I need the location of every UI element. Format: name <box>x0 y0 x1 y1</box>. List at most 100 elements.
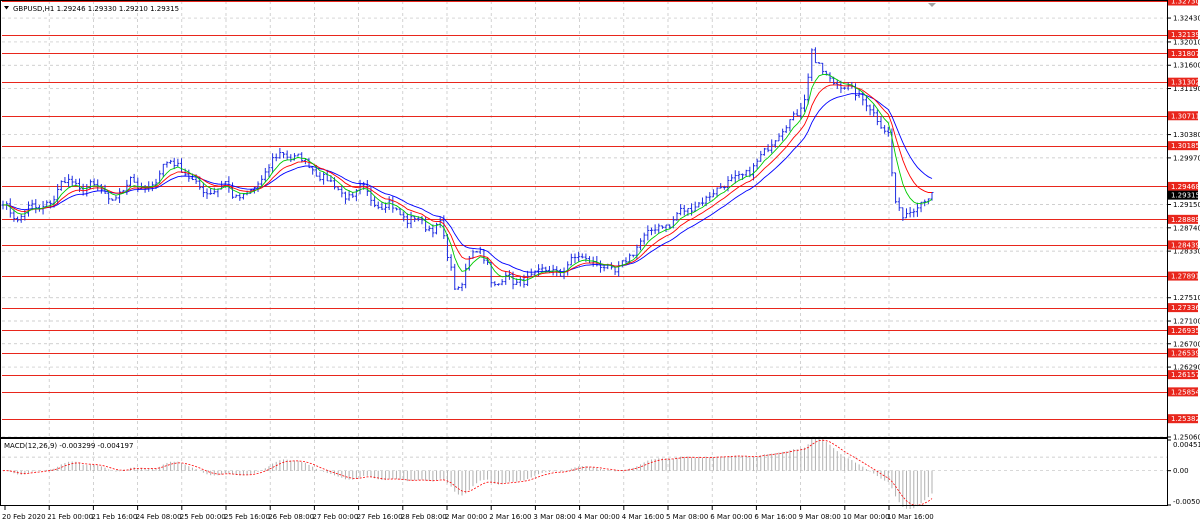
price-bar <box>92 178 96 186</box>
price-bar <box>828 72 832 82</box>
price-bar <box>132 173 136 183</box>
price-bar <box>19 213 23 223</box>
time-tick-label: 3 Mar 08:00 <box>533 513 575 521</box>
level-price-tag[interactable]: 1.26539 <box>1168 348 1200 358</box>
time-tick-label: 4 Mar 16:00 <box>622 513 664 521</box>
price-bar <box>274 153 278 162</box>
price-bar <box>453 263 457 290</box>
level-price-tag[interactable]: 1.31302 <box>1168 77 1200 87</box>
price-bar <box>187 169 191 182</box>
price-bar <box>901 207 905 221</box>
level-price-tag[interactable]: 1.31807 <box>1168 48 1200 58</box>
price-bar <box>209 188 213 195</box>
price-tick-label: 1.27100 <box>1173 318 1200 326</box>
symbol-info-text: GBPUSD,H1 1.29246 1.29330 1.29210 1.2931… <box>13 5 179 13</box>
price-bar <box>875 109 879 126</box>
svg-text:1.29468: 1.29468 <box>1171 183 1200 191</box>
price-bar <box>63 177 67 184</box>
level-price-tag[interactable]: 1.30711 <box>1168 111 1200 121</box>
price-axis[interactable]: 1.32430 1.32010 1.31600 1.31190 1.30380 1.299… <box>1167 0 1200 442</box>
level-price-tag[interactable]: 1.26935 <box>1168 325 1200 335</box>
price-bar <box>496 283 500 286</box>
svg-text:1.32730: 1.32730 <box>1171 0 1200 6</box>
price-bar <box>431 224 435 238</box>
price-bar <box>409 211 413 228</box>
svg-text:1.30185: 1.30185 <box>1171 142 1200 150</box>
level-price-tag[interactable]: 1.32730 <box>1168 0 1200 6</box>
price-bar <box>384 202 388 213</box>
level-price-tag[interactable]: 1.28889 <box>1168 214 1200 224</box>
level-price-tag[interactable]: 1.27336 <box>1168 303 1200 313</box>
price-bar <box>810 48 814 82</box>
svg-text:1.26539: 1.26539 <box>1171 349 1200 357</box>
price-bar <box>580 253 584 259</box>
price-bar <box>649 227 653 236</box>
ma-slow-line <box>2 93 933 273</box>
price-bar <box>205 188 209 199</box>
price-bar <box>577 251 581 262</box>
price-bar <box>799 102 803 120</box>
price-bar <box>285 150 289 160</box>
price-tick-label: 1.28330 <box>1173 248 1200 256</box>
macd-tick-label: 0.00 <box>1173 467 1189 475</box>
dropdown-triangle-icon[interactable] <box>4 6 9 10</box>
price-bar <box>894 172 898 204</box>
price-bar <box>460 282 464 292</box>
price-bar <box>664 224 668 233</box>
price-bar <box>722 185 726 190</box>
level-price-tag[interactable]: 1.32139 <box>1168 30 1200 40</box>
price-tick-label: 1.32010 <box>1173 38 1200 46</box>
price-bar <box>792 111 796 121</box>
price-bar <box>311 167 315 175</box>
price-bar <box>868 104 872 116</box>
price-tick-label: 1.28740 <box>1173 224 1200 232</box>
price-bar <box>744 169 748 177</box>
price-bar <box>708 192 712 202</box>
level-price-tag[interactable]: 1.29468 <box>1168 181 1200 191</box>
level-price-tag[interactable]: 1.25382 <box>1168 414 1200 424</box>
price-bar <box>198 176 202 190</box>
svg-text:1.28889: 1.28889 <box>1171 216 1200 224</box>
price-bar <box>872 104 876 117</box>
time-tick-label: 9 Mar 08:00 <box>799 513 841 521</box>
price-bar <box>318 171 322 182</box>
price-bar <box>380 202 384 211</box>
price-bar <box>653 224 657 234</box>
horizontal-levels[interactable] <box>2 1 1167 420</box>
price-bar <box>806 73 810 105</box>
level-price-tag[interactable]: 1.26157 <box>1168 370 1200 380</box>
level-price-tag[interactable]: 1.28439 <box>1168 240 1200 250</box>
price-bar <box>322 172 326 185</box>
price-tick-label: 1.27510 <box>1173 294 1200 302</box>
scroll-marker-icon[interactable] <box>928 3 936 7</box>
price-bar <box>405 213 409 229</box>
level-price-tag[interactable]: 1.27891 <box>1168 271 1200 281</box>
price-bar <box>711 189 715 198</box>
time-tick-label: 24 Feb 08:00 <box>136 513 182 521</box>
price-tick-label: 1.25060 <box>1173 434 1200 442</box>
price-bar <box>777 133 781 142</box>
price-bar <box>813 47 817 64</box>
price-bar <box>904 208 908 219</box>
price-bar <box>373 196 377 208</box>
price-bar <box>762 147 766 156</box>
price-bar <box>110 198 114 201</box>
level-price-tag[interactable]: 1.25854 <box>1168 387 1200 397</box>
price-bar <box>154 178 158 190</box>
time-tick-label: 25 Feb 16:00 <box>224 513 270 521</box>
price-bar <box>839 80 843 94</box>
price-bar <box>897 197 901 211</box>
level-price-tag[interactable]: 1.30185 <box>1168 141 1200 151</box>
price-bar <box>675 212 679 221</box>
price-bar <box>879 116 883 129</box>
price-bar <box>773 140 777 148</box>
price-bar <box>376 201 380 210</box>
price-bar <box>118 188 122 204</box>
price-bar <box>526 270 530 287</box>
price-bar <box>642 232 646 245</box>
price-bar <box>569 253 573 266</box>
svg-text:1.28439: 1.28439 <box>1171 241 1200 249</box>
price-bar <box>802 94 806 112</box>
